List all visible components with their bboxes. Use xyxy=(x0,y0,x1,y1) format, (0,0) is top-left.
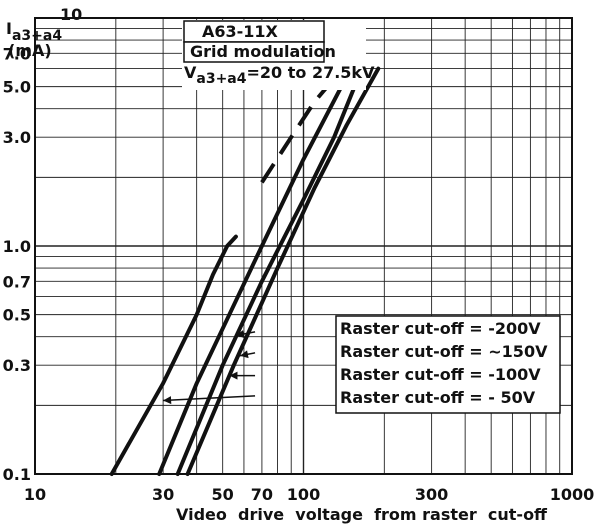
series-line-2 xyxy=(175,66,364,476)
voltage-label: Va3+a4=20 to 27.5kV xyxy=(184,63,375,87)
series-label-bg xyxy=(335,315,561,414)
x-tick-label: 1000 xyxy=(550,485,595,504)
x-tick-label: 10 xyxy=(24,485,46,504)
series-label-200: Raster cut-off = -200V xyxy=(340,319,541,338)
x-tick-label: 30 xyxy=(152,485,174,504)
pointer-arrowhead xyxy=(235,330,245,338)
y-tick-label: 0.7 xyxy=(3,272,31,291)
y-tick-label: 10 xyxy=(60,5,82,24)
y-tick-label: 3.0 xyxy=(3,128,31,147)
pointer-arrowhead xyxy=(163,396,172,405)
y-tick-label: 7.0 xyxy=(3,44,31,63)
series-label-150: Raster cut-off = ~150V xyxy=(340,342,548,361)
mode-box xyxy=(183,41,325,63)
y-tick-label: 0.5 xyxy=(3,306,31,325)
series-line-3 xyxy=(185,66,381,476)
mode-label: Grid modulation xyxy=(190,42,336,61)
y-tick-label: 1.0 xyxy=(3,237,31,256)
x-axis-label: Video drive voltage from raster cut-off xyxy=(176,505,548,524)
x-tick-label: 70 xyxy=(251,485,273,504)
series-label-100: Raster cut-off = -100V xyxy=(340,365,541,384)
x-tick-label: 100 xyxy=(287,485,320,504)
x-tick-labels: 10 30 50 70 100 300 1000 xyxy=(24,485,594,504)
y-tick-label: 0.1 xyxy=(3,465,31,484)
pointer-line xyxy=(163,395,256,402)
series-label-50: Raster cut-off = - 50V xyxy=(340,388,536,407)
y-tick-labels: 0.1 0.3 0.5 0.7 1.0 3.0 5.0 7.0 10 xyxy=(3,5,83,484)
pointer-arrowhead xyxy=(229,371,238,380)
pointer-arrowhead xyxy=(239,350,249,359)
series-line-1 xyxy=(157,66,353,476)
y-axis-label: Ia3+a4 xyxy=(6,19,62,44)
y-tick-label: 5.0 xyxy=(3,78,31,97)
pointer-group xyxy=(163,330,256,405)
x-tick-label: 300 xyxy=(415,485,448,504)
x-tick-label: 50 xyxy=(212,485,234,504)
y-axis-unit: (mA) xyxy=(8,41,52,60)
series-line-0 xyxy=(109,234,238,476)
plot-frame xyxy=(34,17,573,475)
info-box: A63-11X Grid modulation Va3+a4=20 to 27.… xyxy=(182,20,375,90)
y-tick-label: 0.3 xyxy=(3,356,31,375)
series-label-box: Raster cut-off = -200V Raster cut-off = … xyxy=(335,315,561,414)
tube-name: A63-11X xyxy=(202,22,279,41)
